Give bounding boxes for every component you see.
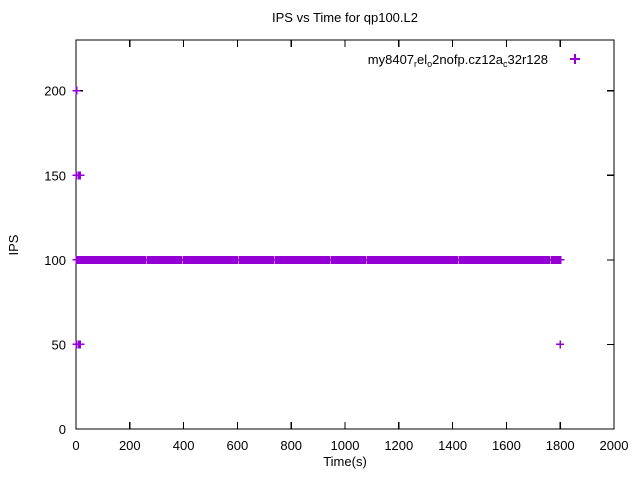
x-tick-label: 400 [173,438,195,453]
x-tick-label: 1000 [331,438,360,453]
y-tick-label: 0 [59,422,66,437]
x-tick-label: 0 [72,438,79,453]
legend-sample-marker [570,54,580,64]
legend-series-label: my8407relo2nofp.cz12ac32r128 [368,52,548,69]
y-tick-label: 150 [44,168,66,183]
x-axis-ticks: 0 200 400 600 800 1000 1200 1400 1600 1800 2000 [72,40,628,453]
y-axis-ticks: 0 50 100 150 200 [44,84,614,437]
legend: my8407relo2nofp.cz12ac32r128 [368,52,580,69]
y-tick-label: 200 [44,84,66,99]
x-tick-label: 1200 [384,438,413,453]
x-tick-label: 600 [227,438,249,453]
y-tick-label: 100 [44,253,66,268]
plot-frame [75,39,615,430]
x-axis-label: Time(s) [323,454,367,469]
x-tick-label: 200 [119,438,141,453]
x-tick-label: 1800 [546,438,575,453]
chart-title: IPS vs Time for qp100.L2 [272,10,418,25]
y-tick-label: 50 [52,337,66,352]
x-tick-label: 2000 [600,438,629,453]
x-tick-label: 800 [280,438,302,453]
x-tick-label: 1400 [438,438,467,453]
x-tick-label: 1600 [492,438,521,453]
data-point-markers [72,86,565,349]
y-axis-label: IPS [6,234,21,255]
